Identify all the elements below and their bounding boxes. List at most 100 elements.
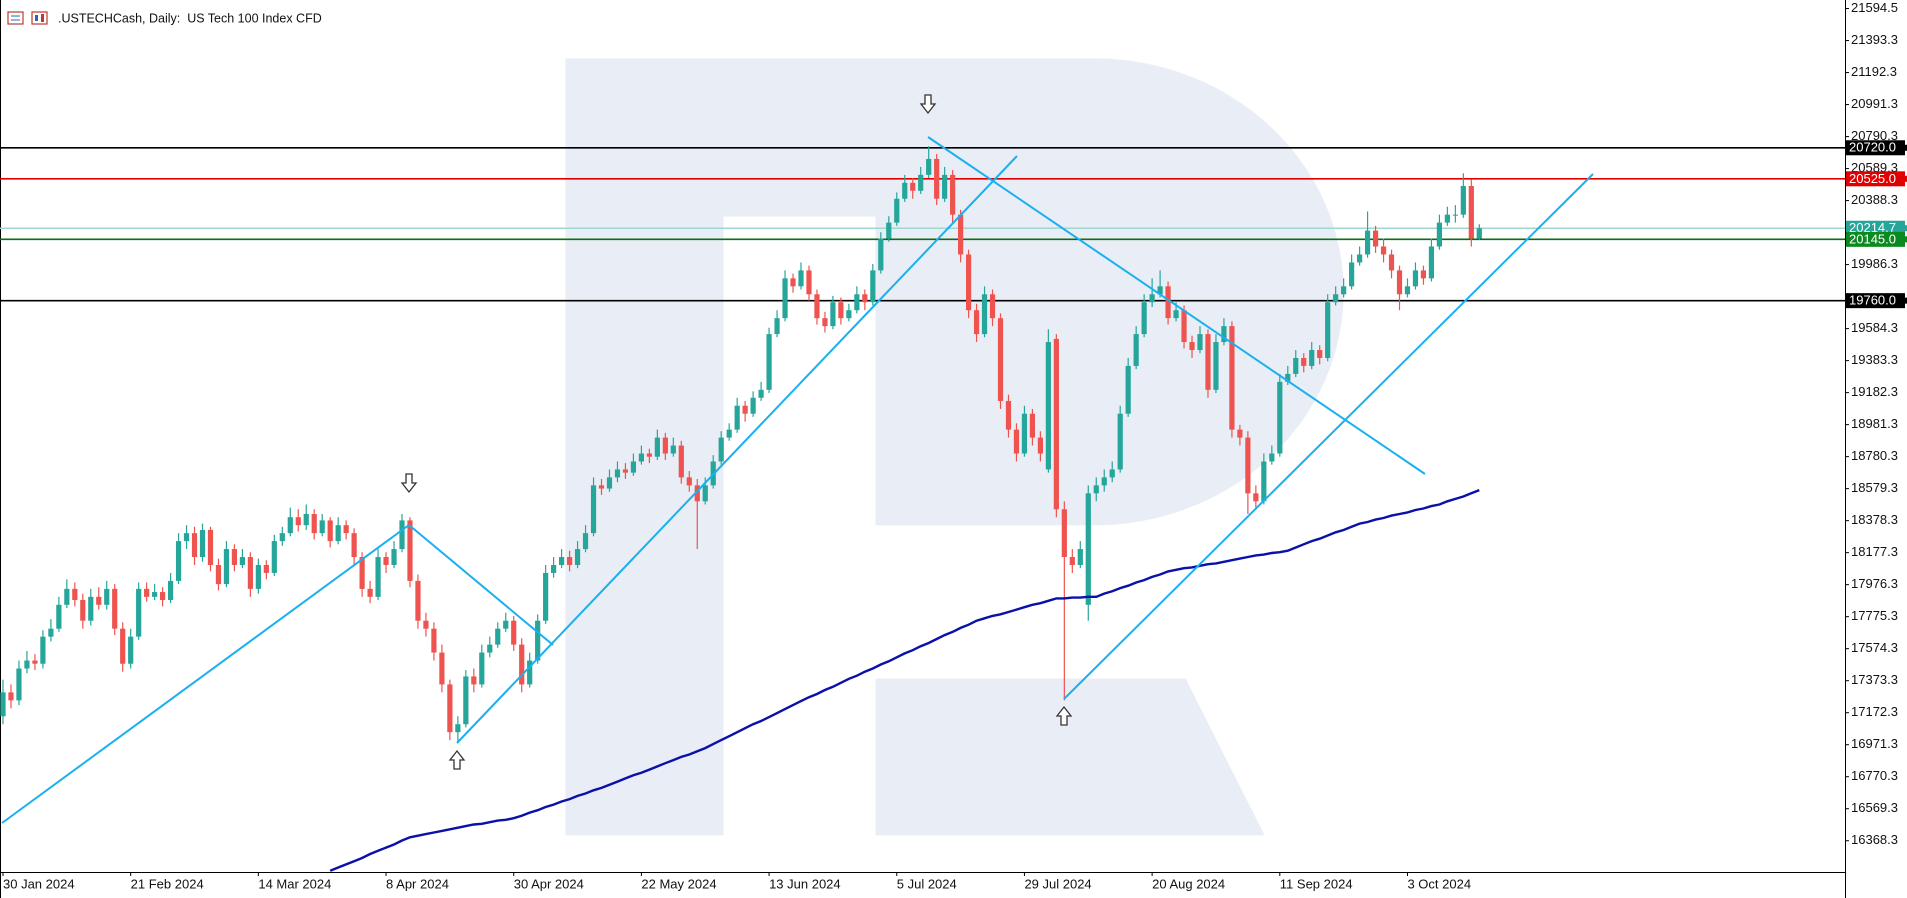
arrow-up bbox=[448, 749, 466, 770]
candle-body bbox=[24, 660, 30, 669]
candle-body bbox=[1253, 493, 1259, 502]
candle-body bbox=[487, 644, 493, 653]
candle-body bbox=[1189, 342, 1195, 351]
candle-body bbox=[1077, 549, 1083, 565]
candle-body bbox=[112, 588, 118, 629]
candle-body bbox=[1197, 334, 1203, 351]
candle-body bbox=[104, 588, 110, 605]
candle-body bbox=[606, 477, 613, 489]
candle-body bbox=[1333, 294, 1339, 303]
watermark-bowl bbox=[723, 58, 1344, 526]
candle-body bbox=[910, 182, 916, 191]
y-tick-label: 16368.3 bbox=[1851, 832, 1898, 847]
y-tick-label: 20790.3 bbox=[1851, 128, 1898, 143]
candle-body bbox=[271, 541, 277, 573]
candle-body bbox=[343, 525, 349, 534]
candle-body bbox=[686, 477, 692, 486]
candle-body bbox=[527, 660, 533, 685]
candle-body bbox=[886, 222, 892, 239]
candle-body bbox=[351, 533, 357, 558]
x-tick-label: 30 Apr 2024 bbox=[514, 876, 584, 891]
candle-body bbox=[646, 453, 652, 457]
candle-body bbox=[88, 596, 94, 621]
y-tick-label: 18981.3 bbox=[1851, 416, 1898, 431]
candle-body bbox=[1237, 429, 1243, 438]
candle-body bbox=[167, 580, 174, 601]
candle-body bbox=[535, 620, 541, 661]
candle-body bbox=[1029, 413, 1036, 438]
level-marker bbox=[1905, 175, 1907, 182]
watermark bbox=[565, 58, 1344, 836]
candle-body bbox=[997, 318, 1004, 401]
candle-body bbox=[431, 628, 437, 653]
candle-body bbox=[1317, 350, 1323, 358]
level-label-box bbox=[1846, 171, 1905, 187]
candle-body bbox=[56, 604, 62, 629]
candle-body bbox=[1420, 270, 1427, 279]
candle-body bbox=[1476, 228, 1482, 239]
candle-body bbox=[678, 445, 684, 478]
x-tick-label: 3 Oct 2024 bbox=[1407, 876, 1471, 891]
candle-body bbox=[519, 644, 525, 685]
y-tick-label: 18780.3 bbox=[1851, 448, 1898, 463]
candle-body bbox=[718, 437, 724, 462]
level-label-box bbox=[1846, 140, 1905, 156]
x-tick-label: 8 Apr 2024 bbox=[386, 876, 449, 891]
x-tick-label: 21 Feb 2024 bbox=[131, 876, 204, 891]
candle-body bbox=[894, 198, 900, 223]
candle-body bbox=[1165, 286, 1171, 319]
candle-body bbox=[598, 485, 605, 489]
candle-body bbox=[1396, 270, 1403, 295]
candle-body bbox=[359, 557, 365, 589]
candle-body bbox=[263, 564, 269, 573]
candle-body bbox=[1285, 373, 1291, 382]
candle-body bbox=[543, 572, 549, 621]
candle-body bbox=[1444, 214, 1450, 223]
candle-body bbox=[160, 592, 166, 601]
candle-body bbox=[782, 278, 788, 319]
candle-body bbox=[989, 294, 996, 319]
candle-body bbox=[463, 676, 469, 725]
candle-body bbox=[918, 174, 924, 191]
candle-body bbox=[423, 620, 429, 629]
candle-body bbox=[1229, 326, 1235, 430]
candle-body bbox=[1045, 342, 1051, 470]
y-tick-label: 17172.3 bbox=[1851, 704, 1898, 719]
level-label-box bbox=[1846, 231, 1905, 247]
candle-body bbox=[503, 620, 509, 629]
level-marker bbox=[1905, 297, 1907, 304]
y-tick-label: 19383.3 bbox=[1851, 352, 1898, 367]
x-tick-label: 13 Jun 2024 bbox=[769, 876, 841, 891]
trendline bbox=[1063, 173, 1594, 700]
candle-body bbox=[16, 668, 22, 701]
candle-body bbox=[1261, 461, 1267, 502]
candle-body bbox=[1357, 254, 1363, 263]
candle-body bbox=[64, 588, 70, 605]
candle-body bbox=[1452, 214, 1458, 216]
candle-body bbox=[742, 405, 748, 414]
x-tick-label: 11 Sep 2024 bbox=[1280, 876, 1353, 891]
candle-body bbox=[1349, 262, 1355, 287]
level-marker bbox=[1905, 236, 1907, 243]
candle-body bbox=[878, 238, 884, 271]
y-tick-label: 18579.3 bbox=[1851, 480, 1898, 495]
candle-body bbox=[215, 564, 222, 585]
candle-body bbox=[96, 596, 102, 605]
candle-body bbox=[1037, 437, 1043, 454]
candle-body bbox=[455, 724, 461, 733]
candle-body bbox=[0, 692, 6, 717]
candle-body bbox=[1021, 413, 1028, 454]
candle-body bbox=[1325, 302, 1331, 358]
x-tick-label: 20 Aug 2024 bbox=[1152, 876, 1225, 891]
candle-body bbox=[1005, 400, 1012, 430]
candle-body bbox=[231, 549, 238, 565]
candle-body bbox=[191, 533, 198, 558]
watermark-stem bbox=[565, 58, 724, 836]
candle-body bbox=[383, 557, 389, 565]
candle-body bbox=[965, 254, 972, 311]
candle-body bbox=[798, 270, 804, 287]
candle-body bbox=[80, 600, 86, 621]
candle-body bbox=[1380, 246, 1387, 255]
